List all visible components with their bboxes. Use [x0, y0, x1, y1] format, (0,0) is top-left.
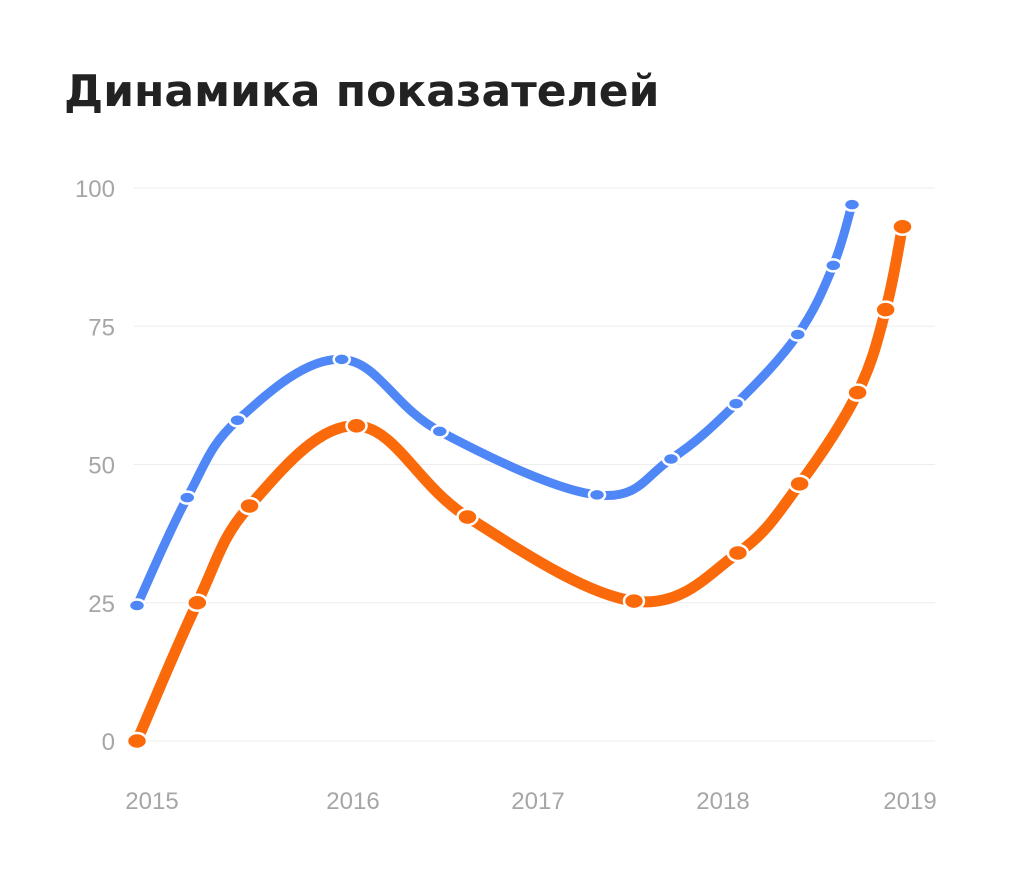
- x-tick-label: 2016: [326, 788, 379, 815]
- data-point: [238, 496, 261, 516]
- x-tick-label: 2015: [125, 788, 178, 815]
- data-point: [726, 396, 746, 411]
- x-tick-label: 2018: [696, 788, 749, 815]
- data-point: [891, 217, 914, 236]
- data-point: [456, 507, 479, 527]
- data-point: [178, 490, 197, 505]
- data-point: [842, 197, 862, 212]
- series-line: [131, 221, 908, 747]
- data-point: [587, 487, 607, 503]
- x-axis-ticks: 2015 2016 2017 2018 2019: [125, 788, 936, 815]
- data-point: [661, 451, 681, 467]
- data-point: [874, 300, 897, 319]
- data-point: [332, 352, 351, 367]
- grid-lines: [134, 187, 935, 742]
- x-tick-label: 2019: [883, 788, 936, 815]
- data-point: [622, 591, 646, 611]
- data-point: [125, 731, 149, 751]
- y-tick-label: 100: [75, 176, 115, 203]
- data-point: [788, 474, 811, 494]
- y-tick-label: 75: [88, 314, 115, 341]
- series-lines: [131, 200, 908, 747]
- data-point: [127, 598, 147, 613]
- data-point: [788, 327, 808, 342]
- y-tick-label: 25: [88, 591, 115, 618]
- chart-title: Динамика показателей: [64, 66, 660, 117]
- data-point: [846, 383, 869, 402]
- data-point: [726, 543, 750, 563]
- y-tick-label: 50: [88, 453, 115, 480]
- data-point: [345, 416, 368, 436]
- data-point: [430, 424, 449, 439]
- data-point: [824, 258, 843, 273]
- data-point: [228, 413, 247, 428]
- series-points: [125, 197, 914, 751]
- x-tick-label: 2017: [511, 788, 564, 815]
- y-tick-label: 0: [102, 729, 115, 756]
- data-point: [186, 593, 209, 612]
- y-axis-ticks: 0 25 50 75 100: [75, 176, 115, 756]
